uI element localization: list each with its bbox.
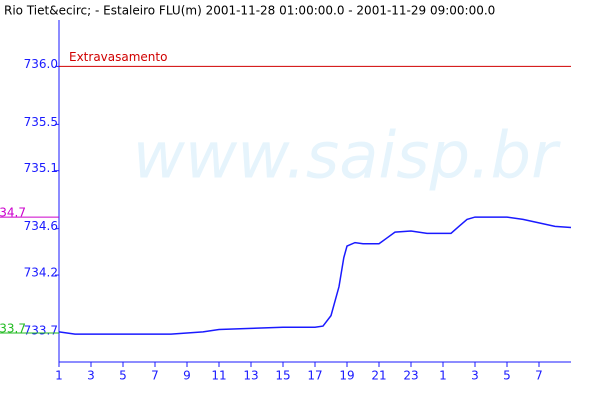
reference-label: Extravasamento [69, 50, 167, 64]
x-tick-label: 7 [535, 369, 543, 383]
reference-label: 734.7 [0, 206, 26, 220]
x-tick-label: 5 [503, 369, 511, 383]
chart-title: Rio Tiet&ecirc; - Estaleiro FLU(m) 2001-… [4, 4, 495, 18]
x-tick-label: 9 [183, 369, 191, 383]
x-tick-label: 13 [243, 369, 258, 383]
x-tick-label: 23 [403, 369, 418, 383]
x-tick-label: 3 [471, 369, 479, 383]
x-tick-label: 7 [151, 369, 159, 383]
x-tick-label: 19 [339, 369, 354, 383]
y-tick-label: 735.1 [24, 161, 58, 175]
x-tick-label: 11 [211, 369, 226, 383]
y-tick-label: 734.2 [24, 266, 58, 280]
x-tick-label: 15 [275, 369, 290, 383]
x-tick-label: 5 [119, 369, 127, 383]
x-tick-label: 1 [439, 369, 447, 383]
reference-label: 733.7 [0, 322, 26, 336]
y-tick-label: 733.7 [24, 324, 58, 338]
x-tick-label: 1 [55, 369, 63, 383]
y-tick-label: 734.6 [24, 219, 58, 233]
y-tick-label: 736.0 [24, 57, 58, 71]
x-tick-label: 3 [87, 369, 95, 383]
x-tick-label: 17 [307, 369, 322, 383]
y-tick-label: 735.5 [24, 115, 58, 129]
watermark: www.saisp.br [133, 120, 562, 194]
data-line [58, 216, 572, 335]
x-tick-label: 21 [371, 369, 386, 383]
